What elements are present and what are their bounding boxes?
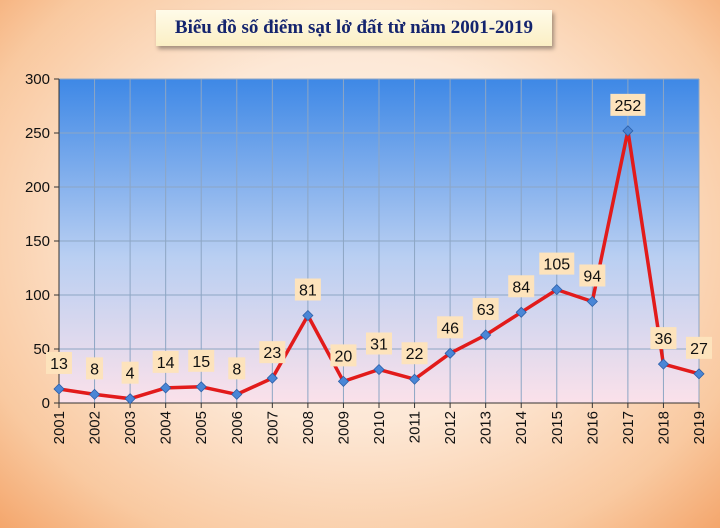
data-label-box <box>330 344 357 367</box>
data-point <box>622 125 634 137</box>
data-label: 94 <box>583 268 601 285</box>
data-point <box>693 368 705 380</box>
y-tick-label: 300 <box>25 71 50 88</box>
x-tick-label: 2007 <box>264 411 281 444</box>
data-label-box <box>46 351 72 374</box>
data-label-box <box>188 349 215 372</box>
x-tick-label: 2006 <box>229 411 246 444</box>
data-point <box>160 382 172 394</box>
data-label-box <box>152 350 179 373</box>
data-point <box>231 388 243 400</box>
data-label-box <box>437 316 464 339</box>
data-point <box>551 284 563 296</box>
data-label: 15 <box>192 354 210 371</box>
x-tick-label: 2017 <box>620 411 637 444</box>
data-label-box <box>366 332 392 355</box>
data-point <box>88 388 101 400</box>
data-label: 8 <box>90 361 99 378</box>
data-label-box <box>539 252 575 275</box>
y-tick-label: 150 <box>25 233 50 250</box>
data-label-box <box>228 357 246 380</box>
x-tick-label: 2015 <box>549 411 566 444</box>
x-tick-label: 2003 <box>122 411 139 444</box>
data-label: 84 <box>512 279 530 296</box>
x-tick-label: 2014 <box>513 411 530 444</box>
data-label: 13 <box>50 356 68 373</box>
x-tick-label: 2011 <box>407 411 424 443</box>
data-label-box <box>86 357 104 380</box>
x-tick-label: 2018 <box>655 411 672 444</box>
y-tick-label: 250 <box>25 125 50 142</box>
x-tick-label: 2016 <box>584 411 601 444</box>
data-label: 63 <box>477 302 495 319</box>
data-label: 27 <box>690 341 708 358</box>
x-tick-label: 2002 <box>87 411 104 444</box>
data-label-box <box>650 327 677 350</box>
data-label: 14 <box>157 355 175 372</box>
data-label: 36 <box>655 331 673 348</box>
x-tick-label: 2008 <box>300 411 317 444</box>
data-label: 31 <box>370 337 388 354</box>
data-label: 105 <box>543 257 570 274</box>
x-tick-label: 2005 <box>193 411 210 444</box>
x-tick-label: 2009 <box>335 411 352 444</box>
data-label-box <box>610 93 646 116</box>
data-point <box>195 381 207 393</box>
x-tick-label: 2013 <box>478 411 495 444</box>
x-tick-label: 2001 <box>51 411 68 444</box>
y-tick-label: 50 <box>33 341 50 358</box>
data-point <box>657 358 670 370</box>
data-point <box>124 393 136 405</box>
x-tick-label: 2012 <box>442 411 459 444</box>
data-label: 22 <box>406 346 424 363</box>
data-point <box>373 363 385 376</box>
data-point <box>302 309 314 322</box>
data-label: 252 <box>615 98 642 115</box>
y-tick-label: 100 <box>25 287 50 304</box>
data-label-box <box>472 297 499 320</box>
y-tick-label: 200 <box>25 179 50 196</box>
data-label: 23 <box>263 345 281 362</box>
x-tick-label: 2019 <box>691 411 708 444</box>
data-label: 81 <box>299 283 317 300</box>
data-label: 20 <box>335 348 353 365</box>
data-label: 8 <box>232 361 241 378</box>
data-point <box>266 372 278 384</box>
data-point <box>408 373 421 385</box>
data-label-box <box>579 264 606 287</box>
data-label-box <box>401 342 428 365</box>
y-tick-label: 0 <box>42 395 50 412</box>
x-tick-label: 2004 <box>158 411 175 444</box>
data-label: 4 <box>126 366 135 383</box>
data-point <box>586 295 598 308</box>
data-label-box <box>294 278 321 301</box>
data-label-box <box>686 336 712 359</box>
data-point <box>515 306 527 318</box>
data-point <box>444 347 456 359</box>
chart-title: Biểu đồ số điểm sạt lở đất từ năm 2001-2… <box>156 10 552 46</box>
data-point <box>53 383 65 395</box>
data-label-box <box>121 361 139 384</box>
data-label-box <box>259 341 286 364</box>
data-point <box>337 375 350 387</box>
data-label-box <box>508 275 535 298</box>
data-point <box>480 329 492 341</box>
x-tick-label: 2010 <box>371 411 388 444</box>
data-label: 46 <box>441 320 459 337</box>
